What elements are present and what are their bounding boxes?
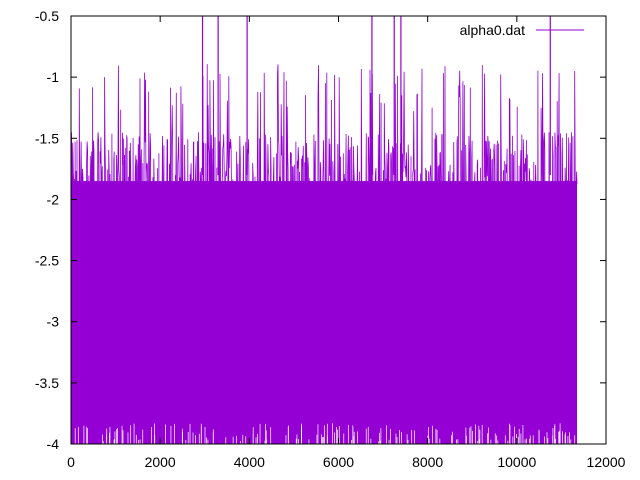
axes	[70, 15, 607, 445]
x-tick-label: 6000	[323, 454, 354, 470]
x-tick-label: 4000	[234, 454, 265, 470]
x-tick-label: 0	[67, 454, 75, 470]
y-tick-label: -2.5	[35, 253, 59, 269]
series-band	[71, 181, 578, 445]
y-tick-label: -1.5	[35, 130, 59, 146]
y-tick-label: -4	[47, 436, 60, 452]
x-tick-label: 10000	[497, 454, 536, 470]
y-tick-label: -2	[47, 191, 60, 207]
y-tick-label: -3.5	[35, 375, 59, 391]
legend-label: alpha0.dat	[460, 22, 526, 38]
x-tick-label: 2000	[145, 454, 176, 470]
x-tick-label: 8000	[412, 454, 443, 470]
tick-labels: 0 2000 4000 6000 8000 10000 12000 -0.5 -1 -1.5 -2 -…	[35, 8, 626, 470]
legend: alpha0.dat	[460, 22, 584, 38]
y-tick-label: -0.5	[35, 8, 59, 24]
plot-area	[70, 16, 578, 445]
y-tick-label: -3	[47, 314, 60, 330]
y-tick-label: -1	[47, 69, 60, 85]
x-tick-label: 12000	[587, 454, 626, 470]
